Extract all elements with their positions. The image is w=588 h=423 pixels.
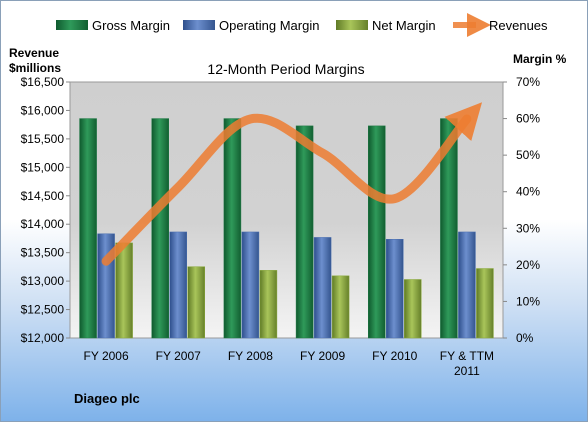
left-tick-label: $15,500 <box>21 132 65 146</box>
x-axis: FY 2006 FY 2007 FY 2008 FY 2009 FY 2010 FY & … <box>84 349 495 378</box>
chart-title: 12-Month Period Margins <box>207 61 364 77</box>
right-axis: 0% 10% 20% 30% 40% 50% 60% 70% <box>503 75 540 345</box>
bar-net-margin <box>331 275 350 339</box>
legend: Gross Margin Operating Margin Net Margin… <box>56 13 548 37</box>
legend-swatch-gross-margin <box>56 20 88 30</box>
legend-label-gross-margin: Gross Margin <box>92 18 170 33</box>
x-tick-label: FY 2010 <box>372 349 417 363</box>
right-tick-label: 0% <box>516 331 534 345</box>
left-tick-label: $14,000 <box>21 217 65 231</box>
left-tick-label: $14,500 <box>21 189 65 203</box>
legend-label-net-margin: Net Margin <box>372 18 436 33</box>
company-name: Diageo plc <box>74 391 140 406</box>
bar-net-margin <box>476 268 494 339</box>
bar-operating-margin <box>386 239 404 339</box>
x-tick-label: FY 2007 <box>156 349 201 363</box>
revenue-point <box>178 187 179 188</box>
left-tick-label: $13,000 <box>21 274 65 288</box>
revenue-point <box>106 261 107 262</box>
bar-gross-margin <box>368 125 386 339</box>
x-tick-label: FY & TTM 2011 <box>440 349 494 378</box>
right-tick-label: 20% <box>516 258 540 272</box>
right-tick-label: 70% <box>516 75 540 89</box>
legend-swatch-operating-margin <box>183 20 215 30</box>
bar-operating-margin <box>169 231 187 339</box>
left-axis-label-line1: Revenue <box>9 46 59 60</box>
left-tick-label: $12,500 <box>21 303 65 317</box>
left-tick-label: $12,000 <box>21 331 65 345</box>
revenue-point <box>250 118 251 119</box>
plot-area <box>69 81 504 339</box>
legend-swatch-net-margin <box>336 20 368 30</box>
revenue-point <box>466 118 467 119</box>
bar-operating-margin <box>458 231 476 339</box>
revenue-point <box>394 198 395 199</box>
revenue-series <box>101 102 483 266</box>
x-tick-label: FY 2009 <box>300 349 345 363</box>
bar-net-margin <box>115 242 133 339</box>
revenue-line <box>101 102 483 266</box>
x-tick-label: FY 2006 <box>84 349 129 363</box>
bar-net-margin <box>187 266 205 339</box>
right-tick-label: 40% <box>516 185 540 199</box>
legend-label-operating-margin: Operating Margin <box>219 18 319 33</box>
right-axis-label: Margin % <box>513 52 567 66</box>
bar-gross-margin <box>151 118 169 339</box>
bar-operating-margin <box>313 237 332 339</box>
left-axis-label-line2: $millions <box>9 61 61 75</box>
bar-operating-margin <box>241 231 260 339</box>
right-tick-label: 10% <box>516 294 540 308</box>
x-tick-label: FY 2008 <box>228 349 273 363</box>
revenue-point <box>322 153 323 154</box>
bar-gross-margin <box>223 118 242 339</box>
left-tick-label: $16,000 <box>21 103 65 117</box>
legend-label-revenues: Revenues <box>489 18 548 33</box>
bar-gross-margin <box>79 118 97 339</box>
bar-net-margin <box>404 279 422 339</box>
right-tick-label: 30% <box>516 221 540 235</box>
bar-net-margin <box>259 270 278 339</box>
right-tick-label: 50% <box>516 148 540 162</box>
bar-gross-margin <box>295 125 314 339</box>
left-tick-label: $16,500 <box>21 75 65 89</box>
right-tick-label: 60% <box>516 112 540 126</box>
left-tick-label: $15,000 <box>21 160 65 174</box>
left-tick-label: $13,500 <box>21 246 65 260</box>
left-axis: $12,000 $12,500 $13,000 $13,500 $14,000 $14,5… <box>21 75 70 345</box>
